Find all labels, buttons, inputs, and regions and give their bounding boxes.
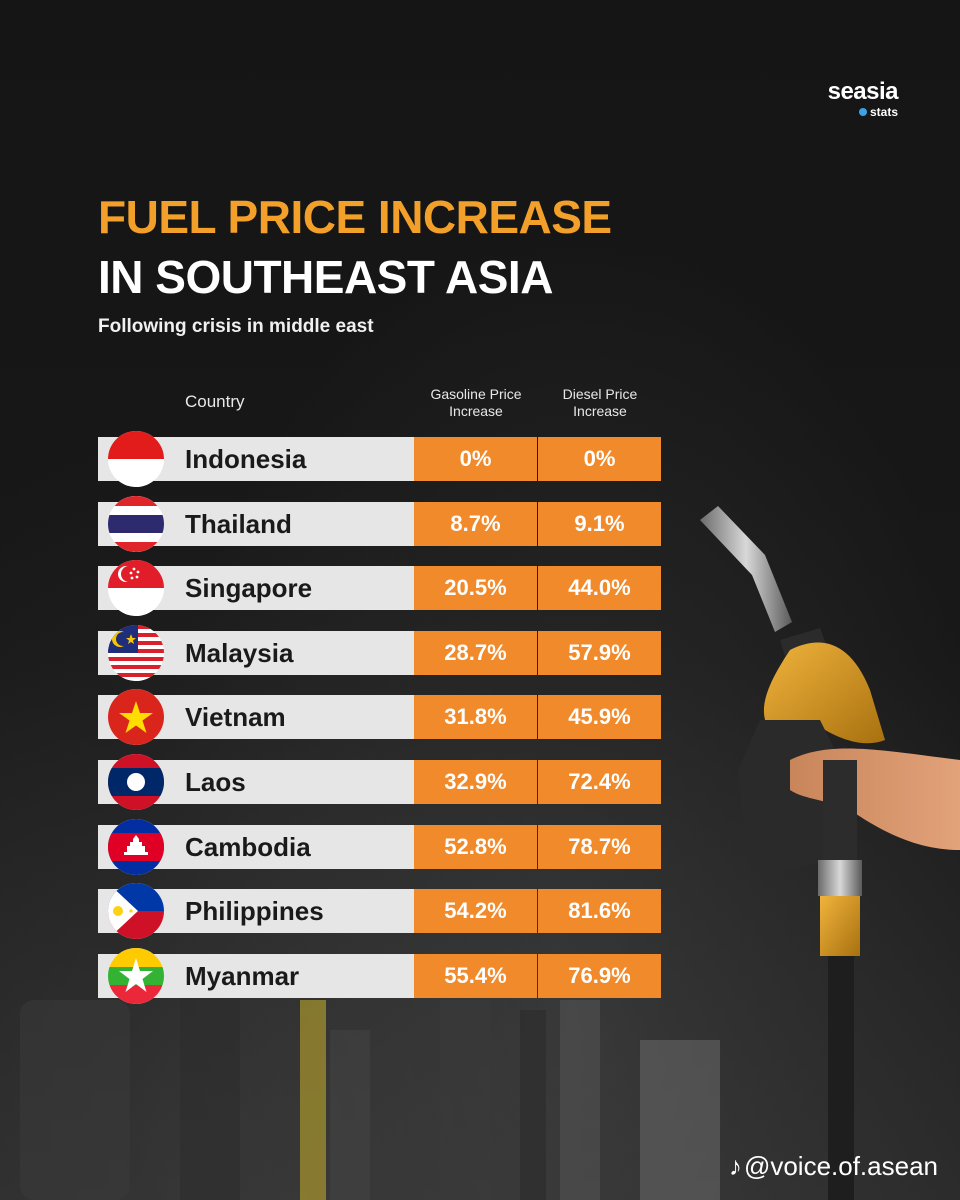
watermark-handle: @voice.of.asean [743, 1151, 938, 1181]
diesel-increase-cell: 9.1% [538, 501, 661, 546]
country-name: Laos [185, 767, 246, 797]
gasoline-increase-cell: 32.9% [414, 760, 537, 804]
malaysia-flag-icon [108, 624, 164, 681]
country-name: Singapore [185, 573, 313, 604]
gasoline-increase-cell: 28.7% [414, 630, 537, 675]
logo-dot-icon [858, 108, 867, 116]
subtitle: Following crisis in middle east [98, 316, 374, 337]
table-row: Malaysia 28.7% 57.9% [98, 624, 661, 681]
table-row: Cambodia 52.8% 78.7% [98, 818, 661, 875]
table-row: Laos 32.9% 72.4% [98, 754, 661, 810]
seasia-stats-logo: seasia stats [827, 78, 899, 120]
logo-sub-label: stats [869, 105, 898, 119]
table-row: Myanmar 55.4% 76.9% [98, 947, 661, 1004]
column-header-country: Country [185, 392, 245, 411]
philippines-flag-icon [108, 883, 164, 940]
gasoline-increase-cell: 52.8% [414, 824, 537, 869]
table-row: Thailand 8.7% 9.1% [98, 495, 661, 552]
indonesia-flag-icon [108, 431, 164, 487]
country-name: Thailand [185, 508, 292, 539]
country-name: Malaysia [185, 637, 294, 668]
column-header-gasoline: Gasoline Price Increase [430, 386, 522, 419]
gasoline-increase-cell: 8.7% [414, 501, 537, 546]
title-line-2: IN SOUTHEAST ASIA [98, 251, 553, 303]
thailand-flag-icon [108, 495, 164, 552]
table-row: Vietnam 31.8% 45.9% [98, 689, 661, 746]
diesel-increase-cell: 78.7% [538, 824, 661, 869]
diesel-increase-cell: 81.6% [538, 889, 661, 934]
gasoline-increase-cell: 0% [414, 437, 537, 481]
table-row: Singapore 20.5% 44.0% [98, 560, 661, 617]
myanmar-flag-icon [108, 947, 164, 1004]
country-name: Vietnam [185, 702, 286, 733]
country-name: Myanmar [185, 960, 300, 991]
country-name: Philippines [185, 896, 324, 927]
diesel-increase-cell: 72.4% [538, 760, 661, 804]
diesel-increase-cell: 44.0% [538, 566, 661, 611]
table-row: Philippines 54.2% 81.6% [98, 883, 661, 940]
diesel-increase-cell: 45.9% [538, 695, 661, 740]
gasoline-increase-cell: 20.5% [414, 566, 537, 611]
title-line-1: FUEL PRICE INCREASE [98, 191, 612, 243]
country-name: Indonesia [185, 444, 307, 474]
vietnam-flag-icon [108, 689, 164, 746]
gasoline-increase-cell: 55.4% [414, 953, 537, 998]
diesel-increase-cell: 0% [538, 437, 661, 481]
country-name: Cambodia [185, 831, 311, 862]
diesel-increase-cell: 76.9% [538, 953, 661, 998]
table-row: Indonesia 0% 0% [98, 431, 661, 487]
tiktok-watermark: ♪@voice.of.asean [729, 1151, 938, 1182]
cambodia-flag-icon [108, 818, 164, 875]
gasoline-increase-cell: 54.2% [414, 889, 537, 934]
laos-flag-icon [108, 754, 164, 810]
column-header-diesel: Diesel Price Increase [562, 386, 638, 419]
gasoline-increase-cell: 31.8% [414, 695, 537, 740]
diesel-increase-cell: 57.9% [538, 630, 661, 675]
singapore-flag-icon [108, 560, 164, 617]
tiktok-icon: ♪ [728, 1151, 742, 1181]
